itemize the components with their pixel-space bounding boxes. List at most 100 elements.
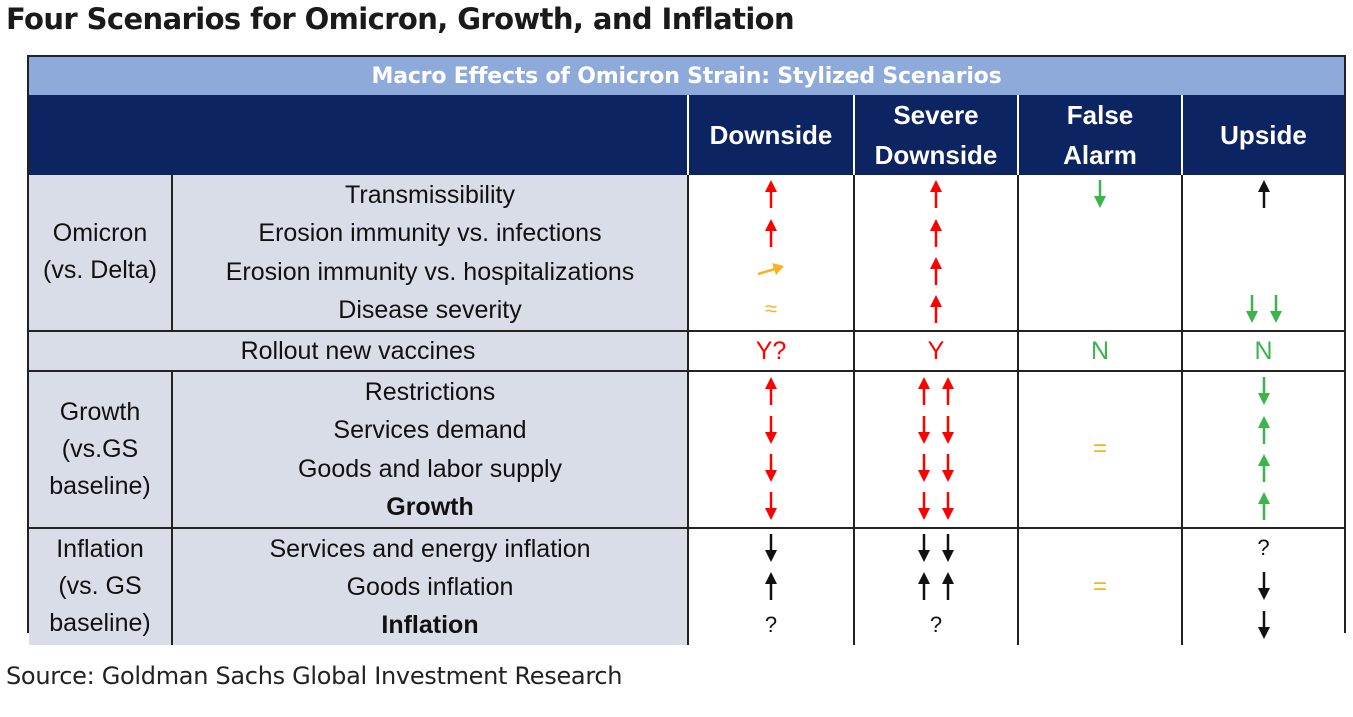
cell-growth-severe: [854, 371, 1019, 529]
arrow-up-icon: [930, 180, 942, 209]
arrow-up-icon: [942, 572, 954, 601]
indicator-line: [855, 290, 1017, 328]
group-label-growth: Growth (vs.GS baseline): [29, 371, 173, 529]
cell-omicron-upside: [1182, 175, 1344, 332]
arrow-up-icon: [1257, 415, 1270, 444]
cell-vaccine-upside: N: [1182, 330, 1344, 373]
row-label-disease-severity: Disease severity: [338, 296, 522, 325]
question-mark: ?: [1257, 534, 1270, 560]
indicator-line: [1183, 372, 1344, 410]
row-label-restrictions: Restrictions: [364, 378, 496, 407]
row-label-growth: Growth: [386, 493, 474, 522]
page-title: Four Scenarios for Omicron, Growth, and …: [6, 2, 795, 36]
arrow-up-icon: [765, 218, 777, 247]
arrow-down-icon: [1245, 295, 1258, 324]
indicator-line: [855, 487, 1017, 525]
question-mark: ?: [929, 611, 943, 637]
row-label-inflation: Inflation: [381, 611, 479, 640]
indicator-line: [855, 410, 1017, 448]
row-label-goods-inflation: Goods inflation: [346, 573, 514, 602]
approx-symbol: ≈: [764, 296, 778, 322]
cell-inflation-upside: ?: [1182, 527, 1344, 645]
indicator-line: [1183, 449, 1344, 487]
indicator-line: [1183, 252, 1344, 290]
indicator-line: ?: [689, 605, 853, 643]
arrow-down-icon: [1094, 180, 1106, 209]
indicator-line: [855, 213, 1017, 251]
indicator-line: [689, 567, 853, 605]
indicator-line: [689, 529, 853, 567]
indicator-line: [855, 175, 1017, 213]
indicator-line: [689, 213, 853, 251]
cell-omicron-downside: ≈: [688, 175, 855, 332]
cell-vaccine-severe: Y: [854, 330, 1019, 373]
arrow-down-icon: [918, 415, 930, 444]
arrow-down-icon: [765, 533, 777, 562]
arrow-down-icon: [918, 454, 930, 482]
row-labels-inflation: Services and energy inflation Goods infl…: [172, 527, 689, 645]
indicator-line: [1183, 175, 1344, 213]
arrow-down-icon: [1257, 377, 1270, 406]
indicator-line: [1183, 567, 1344, 605]
arrow-up-icon: [930, 256, 942, 285]
scenario-table: Macro Effects of Omicron Strain: Stylize…: [27, 55, 1346, 645]
cell-omicron-severe: [854, 175, 1019, 332]
arrow-down-icon: [1269, 295, 1282, 324]
group-label-inflation: Inflation (vs. GS baseline): [29, 527, 173, 645]
cell-inflation-false-alarm: =: [1018, 527, 1183, 645]
cell-inflation-downside: ?: [688, 527, 855, 645]
indicator-line: [689, 410, 853, 448]
col-header-severe-downside: Severe Downside: [854, 95, 1019, 175]
indicator-line: [1183, 605, 1344, 643]
row-labels-omicron: Transmissibility Erosion immunity vs. in…: [172, 175, 689, 332]
indicator-line: [1183, 410, 1344, 448]
col-header-downside: Downside: [688, 95, 855, 175]
indicator-line: [855, 529, 1017, 567]
indicator-line: ?: [1183, 529, 1344, 567]
indicator-line: [1183, 487, 1344, 525]
arrow-up-icon: [942, 377, 954, 406]
row-label-erosion-hospitalizations: Erosion immunity vs. hospitalizations: [225, 257, 635, 286]
cell-growth-false-alarm: =: [1018, 371, 1183, 529]
source-note: Source: Goldman Sachs Global Investment …: [6, 662, 623, 690]
table-supertitle: Macro Effects of Omicron Strain: Stylize…: [29, 57, 1344, 95]
col-header-upside: Upside: [1182, 95, 1344, 175]
indicator-line: [1183, 213, 1344, 251]
arrow-down-icon: [942, 533, 954, 562]
indicator-line: [689, 372, 853, 410]
row-label-services-energy-inflation: Services and energy inflation: [269, 534, 591, 563]
arrow-up-icon: [1257, 454, 1270, 482]
indicator-line: [855, 449, 1017, 487]
cell-omicron-false-alarm: [1018, 175, 1183, 332]
cell-growth-upside: [1182, 371, 1344, 529]
arrow-up-icon: [1257, 180, 1270, 209]
indicator-line: [1019, 175, 1181, 213]
indicator-line: [689, 252, 853, 290]
header-blank: [29, 95, 689, 175]
arrow-up-icon: [918, 572, 930, 601]
arrow-down-icon: [1257, 610, 1270, 639]
group-label-omicron: Omicron (vs. Delta): [29, 175, 173, 332]
arrow-right-icon: [757, 262, 784, 276]
cell-growth-downside: [688, 371, 855, 529]
question-mark: ?: [764, 611, 778, 637]
row-label-services-demand: Services demand: [333, 416, 527, 445]
arrow-up-icon: [930, 295, 942, 324]
row-label-erosion-infections: Erosion immunity vs. infections: [258, 219, 602, 248]
indicator-line: [855, 372, 1017, 410]
row-label-transmissibility: Transmissibility: [345, 181, 515, 209]
arrow-up-icon: [765, 377, 777, 406]
scenario-grid: Macro Effects of Omicron Strain: Stylize…: [29, 57, 1344, 645]
arrow-up-icon: [765, 572, 777, 601]
arrow-down-icon: [765, 415, 777, 444]
indicator-line: ≈: [689, 290, 853, 328]
indicator-line: [689, 175, 853, 213]
row-labels-growth: Restrictions Services demand Goods and l…: [172, 371, 689, 529]
arrow-down-icon: [942, 415, 954, 444]
row-label-goods-labor-supply: Goods and labor supply: [297, 454, 563, 483]
indicator-line: [855, 252, 1017, 290]
arrow-down-icon: [918, 492, 930, 521]
arrow-down-icon: [765, 454, 777, 482]
arrow-down-icon: [918, 533, 930, 562]
indicator-line: [689, 449, 853, 487]
